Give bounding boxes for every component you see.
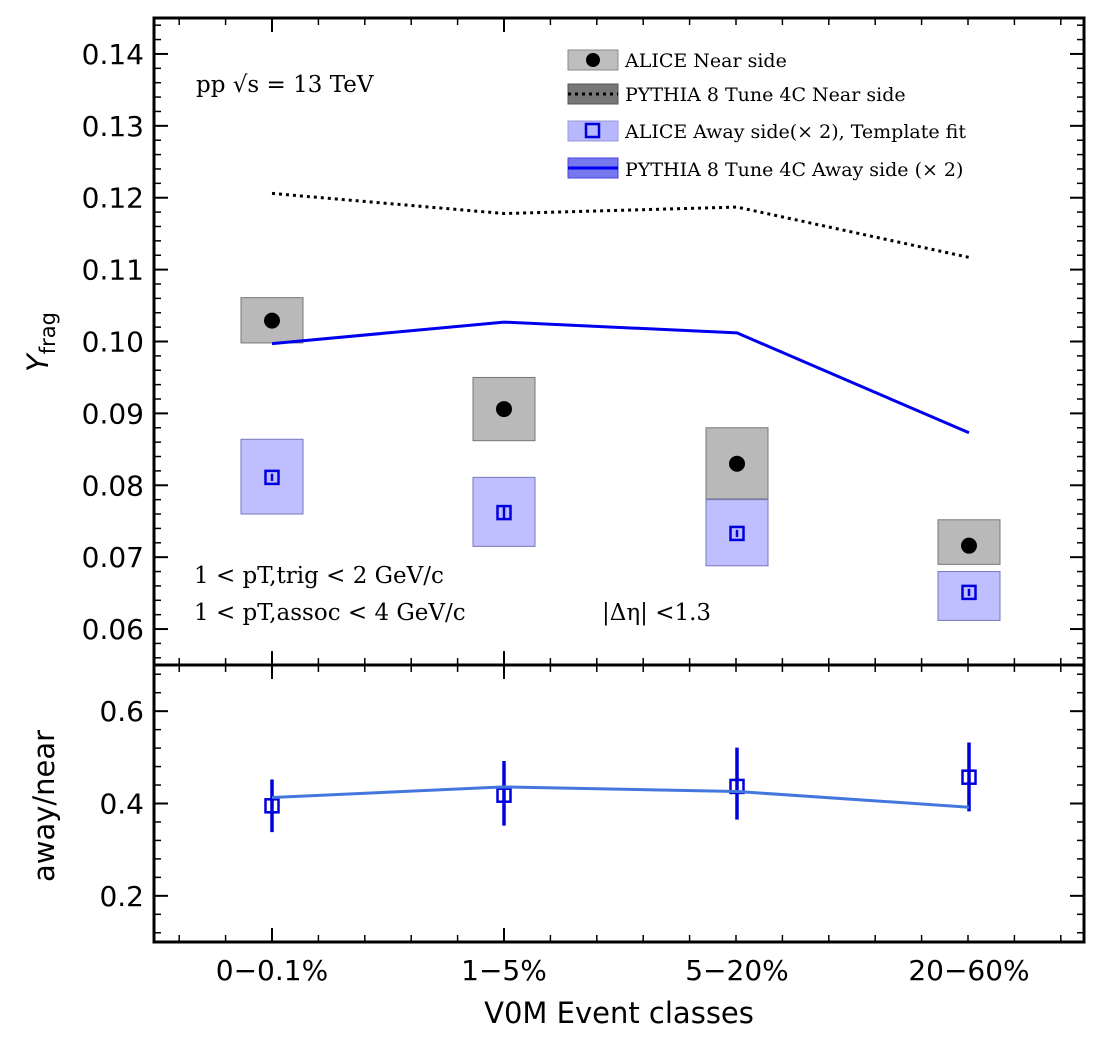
- pythia-8-tune-4c-away-side-2-line: [271, 320, 970, 435]
- bottom-series-0-point: [496, 787, 512, 803]
- legend-entry-alice-away: ALICE Away side(× 2), Template fit: [567, 120, 966, 143]
- top-y-tick-label: 0.10: [82, 326, 144, 359]
- top-y-axis-title-main: Y: [21, 352, 55, 372]
- top-y-axis-title-sub: frag: [36, 312, 60, 354]
- top-y-tick-label: 0.09: [82, 397, 144, 430]
- alice-near-side-sys-box: [705, 427, 769, 500]
- bottom-y-tick-label: 0.4: [99, 788, 144, 821]
- alice-away-side-2-template-fit-point: [961, 584, 977, 601]
- x-tick-label: 0−0.1%: [216, 954, 328, 987]
- x-axis-title: V0M Event classes: [484, 996, 754, 1030]
- alice-near-side-point: [729, 455, 745, 472]
- legend-label-pythia-near: PYTHIA 8 Tune 4C Near side: [625, 84, 906, 106]
- alice-near-side-point: [496, 401, 512, 418]
- top-y-tick-label: 0.14: [82, 38, 144, 71]
- legend-entry-alice-near: ALICE Near side: [567, 49, 787, 72]
- top-y-tick-label: 0.07: [82, 541, 144, 574]
- eta-cut-label: |Δη| <1.3: [602, 600, 711, 626]
- legend: ALICE Near side PYTHIA 8 Tune 4C Near si…: [567, 49, 966, 181]
- legend-label-alice-away: ALICE Away side(× 2), Template fit: [624, 121, 966, 143]
- legend-marker-alice-near: [586, 53, 600, 67]
- alice-away-side-2-template-fit-sys-box: [705, 499, 769, 567]
- top-y-tick-label: 0.08: [82, 469, 144, 502]
- alice-near-side-point: [264, 312, 280, 329]
- bottom-y-tick-label: 0.6: [99, 695, 144, 728]
- x-tick-label: 5−20%: [685, 954, 789, 987]
- alice-near-side-point: [961, 537, 977, 554]
- top-y-tick-label: 0.12: [82, 182, 144, 215]
- top-y-tick-label: 0.13: [82, 110, 144, 143]
- bottom-y-tick-label: 0.2: [99, 880, 144, 913]
- legend-label-pythia-away: PYTHIA 8 Tune 4C Away side (× 2): [625, 159, 963, 181]
- bottom-series-1-line: [271, 785, 970, 809]
- alice-away-side-2-template-fit-point: [496, 504, 512, 521]
- alice-away-side-2-template-fit-point: [729, 525, 745, 542]
- x-tick-label: 1−5%: [461, 954, 547, 987]
- top-y-tick-label: 0.11: [82, 254, 144, 287]
- legend-marker-alice-away: [584, 122, 601, 139]
- legend-swatch-alice-away: [567, 120, 619, 142]
- top-y-axis-title: Yfrag: [21, 312, 60, 372]
- bottom-y-axis-title: away/near: [27, 730, 61, 882]
- system-label: pp √s = 13 TeV: [196, 72, 374, 98]
- x-tick-label: 20−60%: [908, 954, 1029, 987]
- assoc-cut-label: 1 < pT,assoc < 4 GeV/c: [194, 600, 466, 626]
- legend-entry-pythia-near: PYTHIA 8 Tune 4C Near side: [567, 83, 906, 106]
- trigger-cut-label: 1 < pT,trig < 2 GeV/c: [194, 563, 444, 589]
- bottom-panel: 0.2 0.4 0.6 0−0.1% 1−5% 5−20% 20−60%: [99, 663, 1086, 987]
- bottom-series-0-point: [961, 769, 977, 785]
- legend-entry-pythia-away: PYTHIA 8 Tune 4C Away side (× 2): [567, 157, 963, 181]
- legend-label-alice-near: ALICE Near side: [624, 50, 787, 72]
- bottom-series-0-point: [264, 798, 280, 814]
- top-panel: 0.06 0.07 0.08 0.09 0.10 0.11 0.12 0.13 0.14: [82, 16, 1086, 667]
- alice-away-side-2-template-fit-point: [264, 469, 280, 486]
- top-y-tick-label: 0.06: [82, 613, 144, 646]
